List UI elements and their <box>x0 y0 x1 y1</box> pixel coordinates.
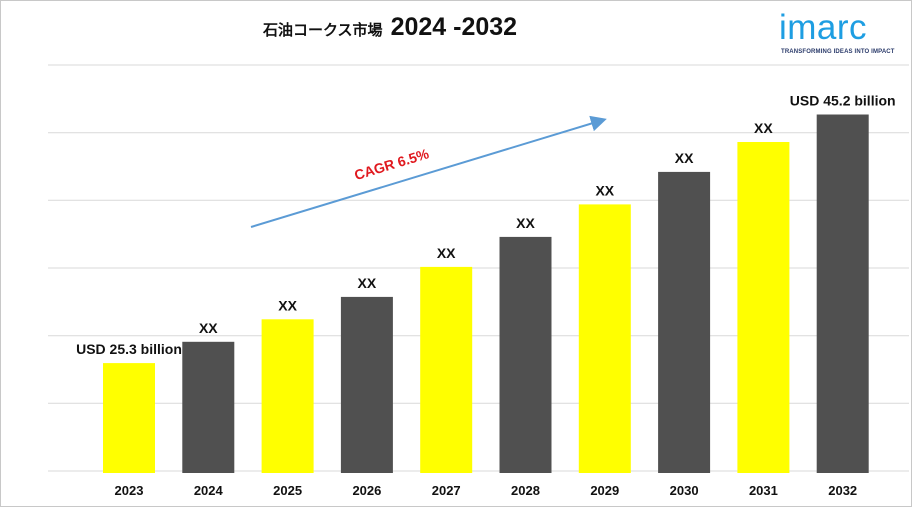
bar-2028 <box>499 236 552 473</box>
x-tick-2031: 2031 <box>749 483 778 498</box>
chart-title-japanese: 石油コークス市場 <box>263 21 383 39</box>
data-label-2032: USD 45.2 billion <box>790 93 896 109</box>
x-tick-2032: 2032 <box>828 483 857 498</box>
bar-2030 <box>658 171 711 473</box>
cagr-arrow <box>250 115 607 228</box>
logo-tagline: TRANSFORMING IDEAS INTO IMPACT <box>781 49 895 55</box>
bar-2031 <box>737 142 790 473</box>
bar-2025 <box>261 319 314 473</box>
data-label-2031: XX <box>754 120 773 136</box>
x-tick-2024: 2024 <box>194 483 224 498</box>
x-tick-2025: 2025 <box>273 483 302 498</box>
bar-2026 <box>340 296 393 473</box>
data-labels: USD 25.3 billion XX XX XX XX XX XX XX XX USD 45.2… <box>76 93 896 358</box>
chart-title-years: 2024 -2032 <box>390 13 518 41</box>
bar-2024 <box>182 341 235 473</box>
data-label-2029: XX <box>595 182 614 198</box>
data-label-2023: USD 25.3 billion <box>76 341 182 357</box>
x-tick-2030: 2030 <box>670 483 699 498</box>
x-tick-2026: 2026 <box>352 483 381 498</box>
bars <box>103 114 869 473</box>
bar-2029 <box>578 204 631 473</box>
logo-wordmark: imarc <box>779 8 868 47</box>
chart-title: 石油コークス市場 2024 -2032 <box>263 13 517 45</box>
imarc-logo: imarc TRANSFORMING IDEAS INTO IMPACT <box>779 8 894 63</box>
x-tick-2029: 2029 <box>590 483 619 498</box>
x-axis-tick-labels: 2023 2024 2025 2026 2027 2028 2029 2030 2031 2032 <box>115 483 858 498</box>
data-label-2028: XX <box>516 215 535 231</box>
data-label-2024: XX <box>199 320 218 336</box>
bar-2027 <box>420 266 473 473</box>
cagr-arrow-group: CAGR 6.5% <box>250 115 607 228</box>
x-tick-2027: 2027 <box>432 483 461 498</box>
bar-2032 <box>816 114 869 473</box>
data-label-2027: XX <box>437 245 456 261</box>
data-label-2025: XX <box>278 297 297 313</box>
bar-2023 <box>103 363 155 473</box>
x-tick-2023: 2023 <box>115 483 144 498</box>
data-label-2030: XX <box>675 150 694 166</box>
x-tick-2028: 2028 <box>511 483 540 498</box>
data-label-2026: XX <box>358 275 377 291</box>
cagr-label: CAGR 6.5% <box>352 145 431 183</box>
